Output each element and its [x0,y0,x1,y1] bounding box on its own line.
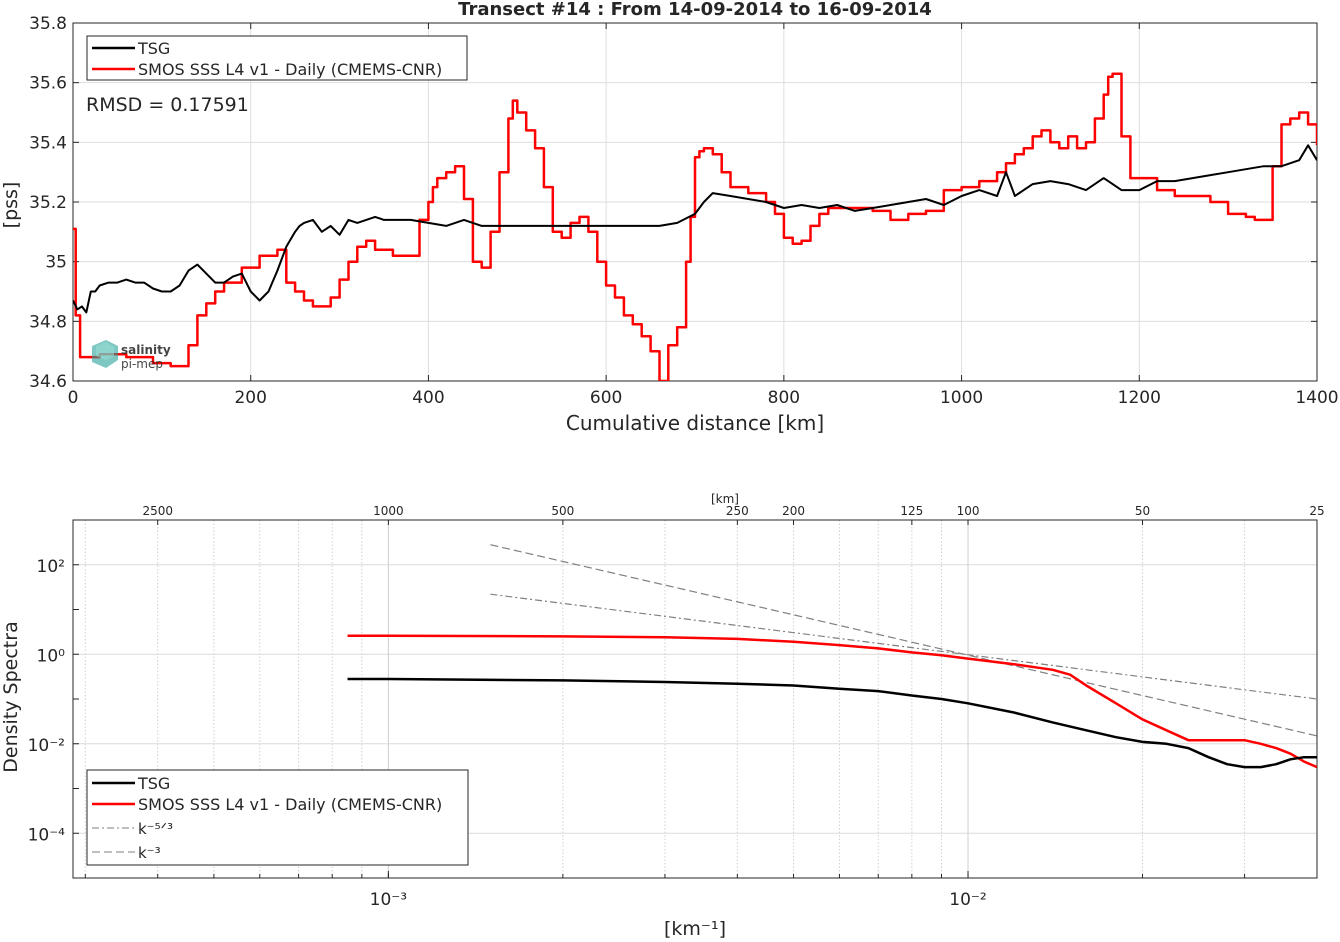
logo-text-salinity: salinity [121,343,171,357]
legend-entry-k53: k⁻⁵ᐟ³ [138,820,173,838]
tick-label-y-34.6: 34.6 [29,372,67,392]
logo-text-pimep: pi-mep [121,357,163,371]
tick-label-x-600: 600 [590,388,622,408]
top-chart: 0 200 400 600 800 1000 1200 1400 34.6 34.8 35 35.2 3… [0,0,1339,435]
tick-label-y-35.2: 35.2 [29,193,67,213]
top-tick-label-2500: 2500 [142,504,173,518]
tick-label-y-35: 35 [45,253,67,273]
series-line-slope-k3 [490,544,1317,737]
legend-entry-smos: SMOS SSS L4 v1 - Daily (CMEMS-CNR) [138,60,442,79]
top-chart-series [73,72,1317,381]
top-tick-label-1000: 1000 [373,504,404,518]
top-tick-label-500: 500 [551,504,574,518]
tick-label-y-3: 10² [37,557,65,577]
tick-label-x-400: 400 [412,388,444,408]
bottom-chart-xlabel: [km⁻¹] [664,918,726,940]
tick-label-y-34.8: 34.8 [29,312,67,332]
tick-label-x-0: 10⁻³ [370,890,407,910]
top-tick-label-250: 250 [726,504,749,518]
top-axis-label: [km] [711,492,739,506]
tick-label-y-35.8: 35.8 [29,14,67,34]
rmsd-annotation: RMSD = 0.17591 [86,94,249,116]
tick-label-y-0: 10⁻⁴ [28,825,66,845]
tick-label-y-2: 10⁰ [37,646,66,666]
legend-entry-smos-spectrum: SMOS SSS L4 v1 - Daily (CMEMS-CNR) [138,795,442,814]
series-line-slope-k53 [490,593,1317,700]
tick-label-y-35.6: 35.6 [29,74,67,94]
legend-entry-k3: k⁻³ [138,844,161,862]
bottom-chart: 10⁻⁴ 10⁻² 10⁰ 10² 10⁻³ 10⁻² 2500 1000 500 250 200 1… [0,492,1325,940]
top-tick-label-50: 50 [1135,504,1150,518]
bottom-chart-series [347,544,1317,769]
top-chart-ylabel: [pss] [0,182,22,229]
top-chart-xlabel: Cumulative distance [km] [566,411,824,435]
top-chart-ticks: 0 200 400 600 800 1000 1200 1400 34.6 34.8 35 35.2 3… [29,14,1338,408]
tick-label-x-1000: 1000 [940,388,983,408]
bottom-chart-legend: TSG SMOS SSS L4 v1 - Daily (CMEMS-CNR) k… [86,769,469,866]
top-tick-label-25: 25 [1309,504,1324,518]
tick-label-y-1: 10⁻² [28,736,65,756]
tick-label-x-800: 800 [768,388,800,408]
series-line-spectrum-tsg [347,677,1317,769]
pi-mep-logo: salinity pi-mep [92,340,171,371]
series-line-spectrum-smos [347,634,1317,769]
bottom-chart-ticks: 10⁻⁴ 10⁻² 10⁰ 10² 10⁻³ 10⁻² 2500 1000 500 250 200 1… [28,504,1325,910]
top-chart-title: Transect #14 : From 14-09-2014 to 16-09-… [458,0,932,20]
top-chart-legend: TSG SMOS SSS L4 v1 - Daily (CMEMS-CNR) [86,35,468,81]
top-tick-label-100: 100 [957,504,980,518]
top-tick-label-125: 125 [900,504,923,518]
top-tick-label-200: 200 [782,504,805,518]
tick-label-y-35.4: 35.4 [29,133,67,153]
tick-label-x-1200: 1200 [1118,388,1161,408]
series-line-smos [73,72,1317,381]
series-line-tsg [73,144,1317,314]
tick-label-x-1: 10⁻² [949,890,986,910]
bottom-chart-ylabel: Density Spectra [0,621,22,772]
legend-entry-tsg: TSG [137,39,170,58]
tick-label-x-200: 200 [234,388,266,408]
legend-entry-tsg-spectrum: TSG [137,774,170,793]
tick-label-x-1400: 1400 [1295,388,1338,408]
tick-label-x-0: 0 [68,388,79,408]
